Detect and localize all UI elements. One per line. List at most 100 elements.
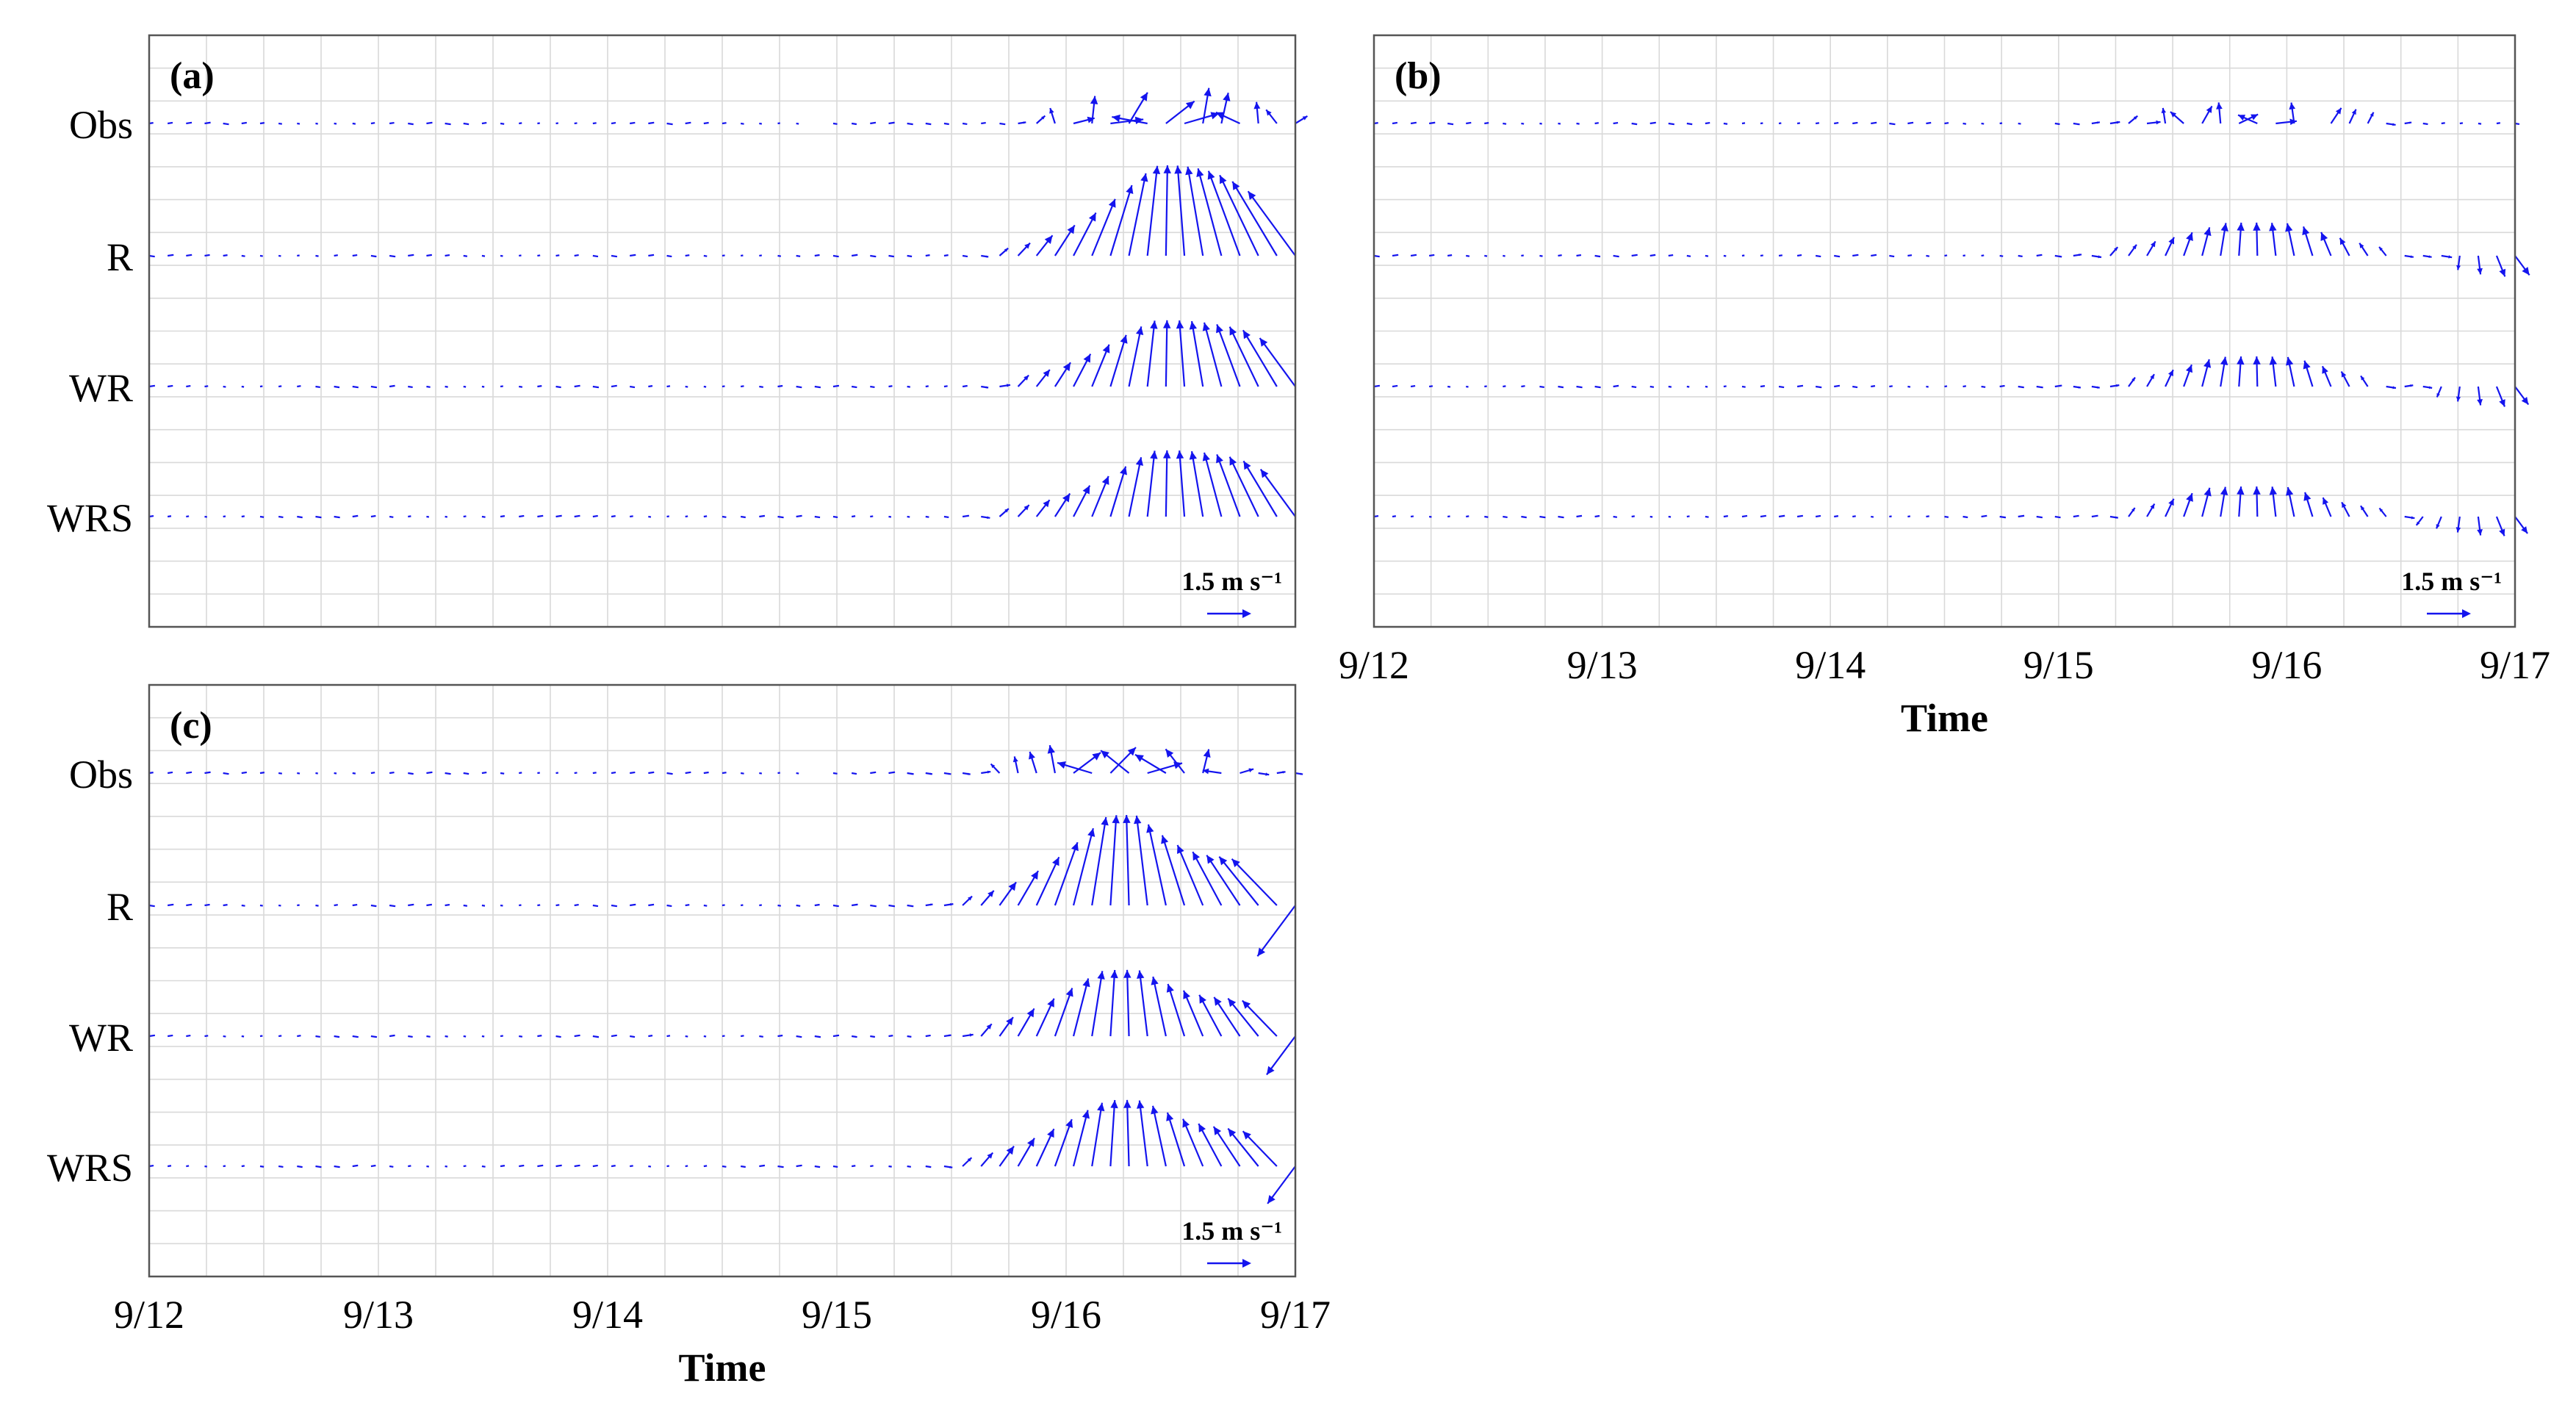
wind-vector bbox=[943, 254, 949, 257]
wind-vector-head bbox=[1242, 1000, 1251, 1009]
wind-vector bbox=[463, 904, 468, 907]
wind-vector-head bbox=[1213, 1126, 1222, 1135]
wind-vector-head bbox=[2341, 371, 2347, 378]
wind-vector-head bbox=[2521, 397, 2529, 405]
wind-vector-head bbox=[2522, 267, 2530, 276]
wind-vector bbox=[1503, 385, 1506, 388]
wind-vector bbox=[943, 122, 949, 126]
wind-vector bbox=[297, 1165, 303, 1168]
wind-vector-head bbox=[2323, 498, 2329, 505]
wind-vector-head bbox=[2237, 223, 2245, 231]
wind-vector-head bbox=[1210, 112, 1220, 120]
row-label-obs: Obs bbox=[69, 103, 133, 147]
wind-vector-head bbox=[1134, 815, 1142, 825]
wind-vector bbox=[1944, 385, 1948, 388]
x-tick-label: 9/17 bbox=[1260, 1293, 1331, 1337]
wind-vector bbox=[1834, 515, 1839, 518]
wind-vector bbox=[888, 385, 893, 388]
wind-vector-head bbox=[855, 903, 858, 906]
wind-vector-head bbox=[2436, 393, 2440, 398]
wind-vector bbox=[1796, 384, 1804, 388]
wind-vector-head bbox=[2253, 486, 2261, 495]
wind-vector bbox=[611, 904, 618, 908]
wind-vector-head bbox=[2286, 486, 2294, 496]
wind-vector bbox=[685, 254, 690, 257]
wind-vector-head bbox=[2156, 120, 2161, 125]
wind-vector bbox=[1594, 514, 1600, 518]
wind-vector bbox=[1152, 976, 1167, 1037]
panel-c-scale: 1.5 m s⁻¹ bbox=[1181, 1216, 1282, 1268]
wind-vector bbox=[1109, 969, 1116, 1037]
wind-vector-head bbox=[1253, 101, 1261, 109]
wind-vector-head bbox=[987, 516, 990, 520]
panel-c-frame bbox=[148, 683, 1297, 1278]
wind-vector-head bbox=[171, 254, 174, 256]
wind-vector-head bbox=[2477, 529, 2483, 536]
wind-vector-head bbox=[2342, 502, 2347, 509]
panel-b-vectors bbox=[1373, 102, 2530, 536]
wind-vector bbox=[537, 1035, 542, 1038]
wind-vector bbox=[500, 772, 505, 775]
wind-vector bbox=[1212, 1126, 1241, 1167]
wind-vector-head bbox=[1041, 115, 1046, 120]
wind-vector bbox=[2036, 254, 2043, 257]
wind-vector-head bbox=[1242, 330, 1251, 340]
wind-vector-head bbox=[1265, 772, 1270, 776]
wind-vector-head bbox=[968, 896, 973, 901]
wind-vector-head bbox=[930, 903, 933, 906]
wind-vector bbox=[1054, 988, 1073, 1037]
wind-vector-head bbox=[1282, 771, 1286, 774]
wind-vector bbox=[1128, 173, 1147, 256]
wind-vector-head bbox=[2359, 243, 2364, 248]
wind-vector bbox=[259, 1165, 265, 1168]
wind-vector bbox=[204, 385, 209, 388]
wind-vector-head bbox=[1082, 978, 1090, 988]
wind-vector bbox=[759, 1035, 763, 1038]
wind-vector bbox=[445, 1035, 448, 1038]
wind-vector bbox=[1166, 1112, 1186, 1167]
wind-vector bbox=[223, 515, 226, 518]
wind-vector bbox=[1576, 254, 1582, 257]
wind-vector bbox=[962, 122, 968, 126]
wind-vector-head bbox=[911, 905, 914, 908]
wind-vector bbox=[555, 254, 560, 257]
wind-vector bbox=[334, 122, 337, 125]
wind-vector-head bbox=[1856, 254, 1859, 256]
wind-vector-head bbox=[799, 514, 802, 517]
wind-vector-head bbox=[1257, 947, 1266, 957]
wind-vector-head bbox=[1189, 321, 1198, 330]
wind-vector-head bbox=[2206, 106, 2212, 113]
x-tick-label: 9/14 bbox=[572, 1293, 643, 1337]
wind-vector-head bbox=[1228, 1128, 1237, 1138]
wind-vector-head bbox=[1248, 768, 1254, 773]
wind-vector-head bbox=[1561, 516, 1564, 519]
wind-vector-head bbox=[1110, 1099, 1118, 1109]
wind-vector-head bbox=[208, 121, 211, 124]
wind-vector-head bbox=[2411, 516, 2415, 520]
wind-vector bbox=[463, 772, 469, 775]
wind-vector bbox=[1072, 1110, 1089, 1167]
wind-vector bbox=[1871, 385, 1876, 388]
wind-vector bbox=[519, 514, 525, 518]
wind-vector-head bbox=[2322, 366, 2328, 374]
wind-vector-head bbox=[2095, 514, 2098, 517]
wind-vector bbox=[1109, 334, 1127, 387]
wind-vector-head bbox=[1300, 772, 1303, 775]
wind-vector-head bbox=[2303, 492, 2311, 501]
wind-vector bbox=[777, 904, 782, 907]
wind-vector-head bbox=[2237, 356, 2245, 365]
wind-vector bbox=[186, 1035, 191, 1038]
wind-vector bbox=[389, 1165, 394, 1168]
wind-vector bbox=[1796, 514, 1804, 518]
wind-vector bbox=[2478, 122, 2482, 125]
wind-vector-head bbox=[2150, 503, 2155, 509]
wind-vector-head bbox=[2286, 356, 2294, 366]
wind-vector-head bbox=[1182, 1118, 1190, 1128]
wind-vector bbox=[796, 904, 801, 907]
wind-vector-head bbox=[2161, 107, 2167, 114]
wind-vector-head bbox=[1176, 320, 1184, 329]
panel-c-vectors bbox=[148, 744, 1303, 1204]
wind-vector-head bbox=[559, 514, 562, 517]
wind-vector bbox=[870, 515, 874, 518]
wind-vector-head bbox=[949, 772, 951, 775]
